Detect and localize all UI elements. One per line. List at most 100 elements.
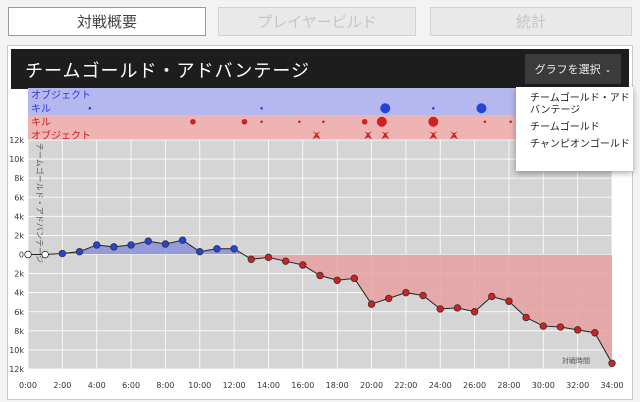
red-kill-marker — [509, 120, 512, 124]
red-advantage-area — [243, 254, 612, 364]
data-point — [178, 236, 187, 244]
data-point — [41, 250, 49, 259]
tab-stats[interactable]: 統計 — [430, 7, 632, 36]
chevron-down-icon: ⌄ — [604, 64, 612, 74]
timeline-row-label: キル — [31, 118, 51, 129]
objective-icon — [449, 131, 458, 140]
data-point — [144, 237, 152, 245]
data-point — [488, 292, 496, 301]
red-kill-marker — [260, 120, 263, 124]
objective-icon — [364, 131, 373, 140]
objective-icon — [381, 131, 390, 140]
tab-bar: 対戦概要 プレイヤービルド 統計 — [0, 0, 640, 44]
y-tick-label: 6k — [14, 308, 24, 317]
red-kill-marker — [190, 118, 196, 125]
data-point — [196, 247, 204, 256]
y-tick-label: 12k — [9, 365, 24, 374]
data-point — [127, 241, 135, 249]
data-point — [58, 249, 67, 258]
graph-header: チームゴールド・アドバンテージ グラフを選択 ⌄ — [11, 49, 629, 89]
data-point — [264, 253, 273, 262]
data-point — [591, 329, 599, 337]
x-tick-label: 20:00 — [360, 381, 383, 390]
red-kill-marker — [298, 120, 301, 124]
x-tick-label: 8:00 — [156, 381, 174, 390]
data-point — [247, 255, 255, 263]
y-tick-label: 0 — [19, 251, 24, 260]
data-point — [573, 326, 582, 334]
data-point — [333, 276, 341, 284]
x-tick-label: 24:00 — [429, 381, 452, 390]
data-point — [367, 300, 376, 308]
data-point — [402, 288, 410, 297]
x-tick-label: 16:00 — [291, 381, 314, 390]
y-tick-label: 10k — [9, 155, 24, 164]
timeline-row-bg — [28, 88, 612, 102]
data-point — [419, 291, 427, 300]
x-tick-label: 28:00 — [497, 381, 520, 390]
blue-kill-marker — [432, 106, 435, 110]
data-point — [316, 271, 324, 280]
data-point — [350, 274, 359, 283]
dropdown-option-champion-gold[interactable]: チャンピオンゴールド — [530, 139, 630, 150]
x-tick-label: 32:00 — [566, 381, 589, 390]
data-point — [505, 297, 513, 305]
graph-select-dropdown: チームゴールド・アドバンテージ チームゴールド チャンピオンゴールド — [516, 87, 633, 171]
graph-title: チームゴールド・アドバンテージ — [25, 61, 310, 82]
red-kill-marker — [361, 118, 368, 125]
x-tick-label: 0:00 — [19, 381, 37, 390]
blue-advantage-area — [45, 240, 244, 255]
data-point — [522, 313, 530, 322]
red-kill-marker — [483, 120, 487, 124]
dropdown-option-team-gold-advantage[interactable]: チームゴールド・アドバンテージ — [530, 93, 630, 116]
data-point — [556, 323, 565, 331]
y-tick-label: 4k — [14, 212, 24, 221]
select-graph-label: グラフを選択 — [534, 63, 601, 76]
blue-kill-marker — [260, 106, 263, 110]
red-kill-marker — [241, 118, 248, 125]
data-point — [470, 308, 479, 316]
select-graph-button[interactable]: グラフを選択 ⌄ — [525, 54, 621, 84]
blue-kill-marker — [476, 103, 487, 114]
x-tick-label: 12:00 — [223, 381, 246, 390]
x-tick-label: 10:00 — [188, 381, 211, 390]
blue-kill-marker — [88, 106, 92, 110]
data-point — [299, 261, 307, 269]
timeline-row-bg — [28, 101, 612, 115]
y-tick-label: 4k — [14, 289, 24, 298]
y-tick-label: 10k — [9, 346, 24, 355]
data-point — [161, 240, 170, 248]
data-point — [93, 241, 101, 249]
x-tick-label: 34:00 — [600, 381, 623, 390]
x-tick-label: 18:00 — [326, 381, 349, 390]
x-tick-label: 30:00 — [532, 381, 555, 390]
tab-player-builds[interactable]: プレイヤービルド — [218, 7, 416, 36]
blue-kill-marker — [380, 103, 391, 114]
red-kill-marker — [376, 116, 387, 127]
data-point — [608, 359, 616, 367]
data-point — [385, 294, 393, 303]
x-tick-label: 2:00 — [53, 381, 71, 390]
red-kill-marker — [322, 120, 325, 124]
timeline-row-label: オブジェクト — [31, 89, 91, 102]
y-axis-label: チームゴールド・アドバンテージ — [35, 143, 45, 263]
data-point — [24, 250, 32, 259]
data-point — [110, 243, 118, 251]
data-point — [281, 257, 290, 265]
y-tick-label: 8k — [14, 327, 24, 336]
x-tick-label: 4:00 — [88, 381, 106, 390]
x-tick-label: 26:00 — [463, 381, 486, 390]
data-point — [230, 245, 238, 253]
x-tick-label: 6:00 — [122, 381, 140, 390]
timeline-row-label: オブジェクト — [31, 129, 91, 142]
dropdown-option-team-gold[interactable]: チームゴールド — [530, 122, 600, 133]
timeline-row-bg — [28, 115, 612, 129]
timeline-row-label: キル — [31, 104, 51, 115]
timeline-row-bg — [28, 128, 612, 142]
y-tick-label: 6k — [14, 193, 24, 202]
tab-match-overview[interactable]: 対戦概要 — [8, 7, 206, 36]
objective-icon — [312, 131, 321, 140]
y-tick-label: 8k — [14, 174, 24, 183]
red-kill-marker — [428, 116, 439, 127]
